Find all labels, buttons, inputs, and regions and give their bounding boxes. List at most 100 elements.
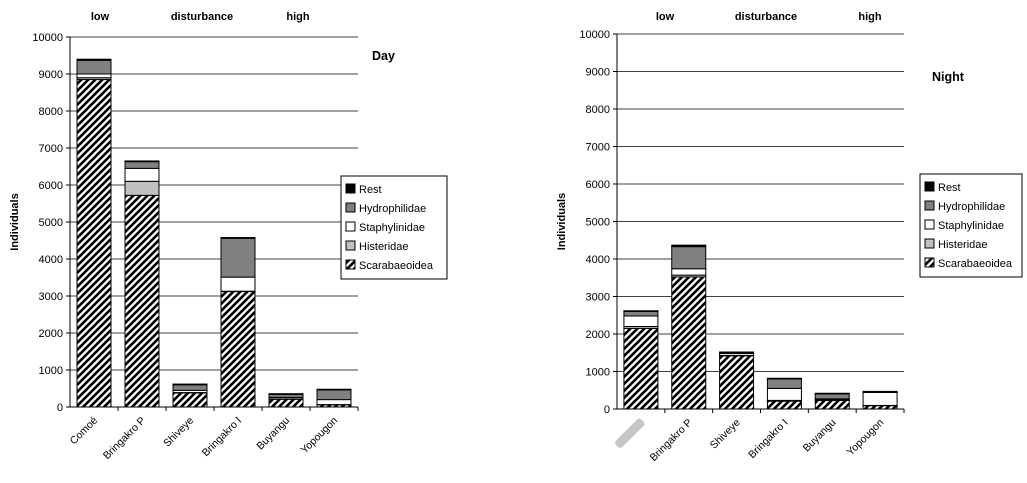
- bar-segment-staphylinidae: [671, 268, 707, 276]
- y-tick-label: 1000: [586, 367, 610, 379]
- y-tick-label: 2000: [586, 329, 610, 341]
- y-axis-label: Individuals: [556, 193, 568, 250]
- bar-segment-hydrophilidae: [814, 393, 850, 400]
- x-tick-label: Yopougon: [845, 417, 887, 459]
- disturbance-label: high: [286, 11, 309, 23]
- y-tick-label: 1000: [39, 365, 63, 377]
- night-chart: 0 1000 2000 3000 4000 5000 6000 7000 8000 9000 100…: [556, 11, 1023, 464]
- x-tick-label: Bringakro P: [101, 415, 148, 462]
- redacted-label: [615, 418, 645, 448]
- y-tick-label: 7000: [586, 142, 610, 154]
- legend-box: [919, 173, 1023, 278]
- legend-swatch-scarabaeoidea: [345, 259, 356, 270]
- x-tick-label: Shiveye: [161, 415, 196, 450]
- chart-title: Day: [372, 49, 395, 63]
- legend-label-staphylinidae: Staphylinidae: [938, 220, 1004, 232]
- y-tick-label: 3000: [586, 292, 610, 304]
- bar-segment-hydrophilidae: [623, 311, 659, 317]
- bar-segment-rest: [862, 390, 898, 393]
- legend-swatch-histeridae: [924, 238, 935, 249]
- legend-swatch-staphylinidae: [924, 219, 935, 230]
- bar-segment-histeridae: [124, 180, 160, 196]
- bar-segment-hydrophilidae: [671, 246, 707, 270]
- y-tick-label: 0: [604, 404, 610, 416]
- bar-segment-rest: [220, 237, 256, 239]
- legend-swatch-hydrophilidae: [345, 202, 356, 213]
- y-tick-label: 0: [57, 402, 63, 414]
- bar-segment-staphylinidae: [220, 276, 256, 292]
- y-tick-label: 9000: [586, 67, 610, 79]
- legend-label-histeridae: Histeridae: [938, 239, 988, 251]
- x-tick-label: Comoé: [68, 415, 101, 448]
- x-tick-label: Shiveye: [708, 417, 743, 452]
- bar-segment-scarabaeoidea: [862, 405, 898, 410]
- legend-swatch-staphylinidae: [345, 221, 356, 232]
- bar-segment-scarabaeoidea: [172, 392, 208, 408]
- bar-segment-scarabaeoidea: [719, 355, 755, 410]
- disturbance-label: high: [858, 11, 881, 23]
- bar-segment-rest: [76, 58, 112, 61]
- y-tick-label: 3000: [39, 291, 63, 303]
- y-tick-label: 9000: [39, 69, 63, 81]
- y-tick-label: 4000: [586, 254, 610, 266]
- legend-label-histeridae: Histeridae: [359, 241, 409, 253]
- bar-segment-scarabaeoidea: [76, 79, 112, 408]
- bar-segment-staphylinidae: [862, 392, 898, 406]
- day-chart: 0 1000 2000 3000 4000 5000 6000 7000 8000 9000 100…: [9, 11, 448, 462]
- bar-segment-scarabaeoidea: [766, 400, 802, 410]
- bar-segment-hydrophilidae: [766, 378, 802, 389]
- legend-box: [340, 175, 448, 280]
- bar-segment-rest: [268, 393, 304, 395]
- legend-label-hydrophilidae: Hydrophilidae: [359, 203, 426, 215]
- x-tick-label: Bringakro I: [200, 415, 244, 459]
- bar-segment-staphylinidae: [316, 399, 352, 406]
- y-tick-label: 6000: [586, 179, 610, 191]
- chart-title: Night: [932, 70, 965, 84]
- legend-swatch-rest: [345, 183, 356, 194]
- legend-label-staphylinidae: Staphylinidae: [359, 222, 425, 234]
- legend-label-hydrophilidae: Hydrophilidae: [938, 201, 1005, 213]
- legend-swatch-histeridae: [345, 240, 356, 251]
- x-tick-label: Buyangu: [254, 415, 292, 453]
- y-tick-label: 2000: [39, 328, 63, 340]
- bar-segment-hydrophilidae: [220, 237, 256, 278]
- y-tick-label: 7000: [39, 143, 63, 155]
- x-tick-label: Yopougon: [298, 415, 340, 457]
- bar-segment-rest: [671, 244, 707, 248]
- x-tick-label: Buyangu: [801, 417, 839, 455]
- bar-segment-scarabaeoidea: [623, 327, 659, 410]
- bar-segment-rest: [623, 310, 659, 312]
- x-tick-label: Bringakro I: [746, 417, 790, 461]
- legend-swatch-rest: [924, 181, 935, 192]
- bar-segment-hydrophilidae: [76, 59, 112, 75]
- bar-segment-scarabaeoidea: [814, 399, 850, 410]
- bar-segment-staphylinidae: [766, 387, 802, 401]
- y-tick-label: 10000: [579, 29, 610, 41]
- bar-segment-staphylinidae: [124, 167, 160, 182]
- bar-segment-rest: [814, 392, 850, 395]
- bar-segment-hydrophilidae: [316, 389, 352, 401]
- legend-swatch-hydrophilidae: [924, 200, 935, 211]
- disturbance-label: disturbance: [171, 11, 233, 23]
- y-tick-label: 6000: [39, 180, 63, 192]
- bar-segment-staphylinidae: [76, 73, 112, 79]
- legend-label-scarabaeoidea: Scarabaeoidea: [359, 260, 434, 272]
- bar-segment-hydrophilidae: [172, 384, 208, 391]
- bar-segment-rest: [172, 383, 208, 386]
- bar-segment-rest: [719, 351, 755, 354]
- bar-segment-scarabaeoidea: [671, 276, 707, 410]
- y-tick-label: 5000: [586, 217, 610, 229]
- bar-segment-scarabaeoidea: [220, 291, 256, 408]
- bar-segment-scarabaeoidea: [268, 398, 304, 408]
- bar-segment-rest: [766, 377, 802, 380]
- legend-label-rest: Rest: [938, 182, 961, 194]
- legend-label-scarabaeoidea: Scarabaeoidea: [938, 258, 1013, 270]
- disturbance-label: low: [656, 11, 675, 23]
- bar-segment-rest: [124, 160, 160, 163]
- bar-segment-hydrophilidae: [124, 161, 160, 169]
- y-tick-label: 4000: [39, 254, 63, 266]
- y-tick-label: 5000: [39, 217, 63, 229]
- bar-segment-scarabaeoidea: [124, 194, 160, 408]
- x-tick-label: Bringakro P: [648, 417, 695, 464]
